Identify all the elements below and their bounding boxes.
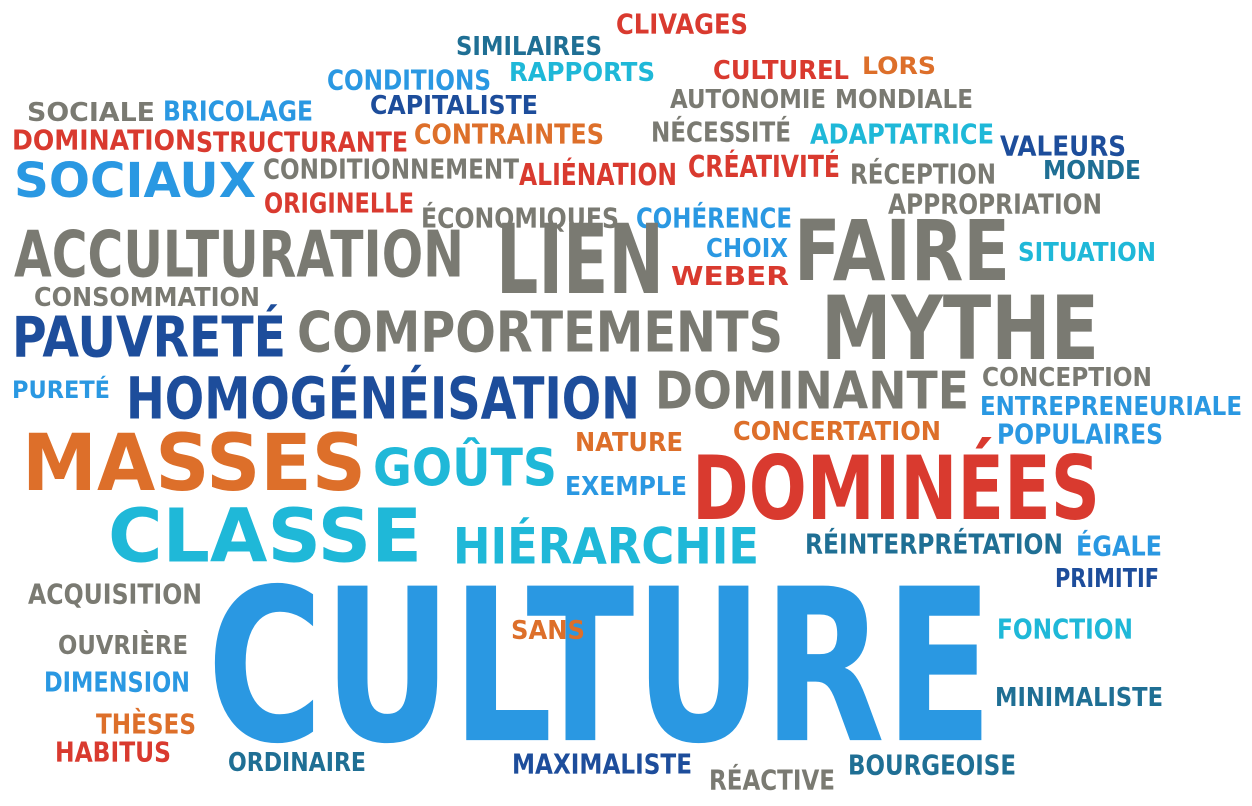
- word-pauvrete: PAUVRETÉ: [12, 305, 286, 370]
- word-weber: WEBER: [671, 261, 789, 292]
- word-sociaux: SOCIAUX: [14, 152, 257, 209]
- word-entrepreneuriale: ENTREPRENEURIALE: [980, 391, 1243, 422]
- word-acculturation: ACCULTURATION: [14, 218, 464, 293]
- word-economiques: ÉCONOMIQUES: [421, 201, 620, 235]
- word-appropriation: APPROPRIATION: [888, 187, 1102, 221]
- word-autonomie: AUTONOMIE: [670, 84, 827, 115]
- word-classe: CLASSE: [108, 493, 422, 580]
- word-originelle: ORIGINELLE: [264, 186, 415, 220]
- word-habitus: HABITUS: [55, 735, 172, 769]
- word-faire: FAIRE: [794, 201, 1010, 300]
- word-acquisition: ACQUISITION: [28, 577, 203, 611]
- word-masses: MASSES: [22, 418, 366, 510]
- word-minimaliste: MINIMALISTE: [995, 682, 1164, 713]
- word-exemple: EXEMPLE: [565, 471, 687, 502]
- word-contraintes: CONTRAINTES: [414, 117, 605, 151]
- word-nature: NATURE: [575, 427, 684, 458]
- word-culturel: CULTUREL: [713, 55, 850, 86]
- word-ordinaire: ORDINAIRE: [228, 747, 366, 778]
- word-coherence: COHÉRENCE: [636, 201, 792, 235]
- word-alienation: ALIÉNATION: [519, 158, 678, 193]
- word-homogeneisation: HOMOGÉNÉISATION: [126, 364, 640, 433]
- word-dimension: DIMENSION: [44, 665, 190, 699]
- word-similaires: SIMILAIRES: [456, 31, 602, 62]
- word-necessite: NÉCESSITÉ: [651, 115, 792, 149]
- word-monde: MONDE: [1043, 155, 1142, 186]
- word-ouvriere: OUVRIÈRE: [58, 630, 188, 661]
- word-hierarchie: HIÉRARCHIE: [453, 517, 760, 577]
- word-bourgeoise: BOURGEOISE: [848, 748, 1016, 782]
- word-rapports: RAPPORTS: [509, 57, 656, 88]
- word-comportements: COMPORTEMENTS: [297, 300, 784, 365]
- word-lien: LIEN: [496, 204, 664, 317]
- word-conditions: CONDITIONS: [327, 63, 492, 97]
- word-valeurs: VALEURS: [1000, 129, 1127, 163]
- word-conception: CONCEPTION: [982, 362, 1153, 393]
- word-maximaliste: MAXIMALISTE: [512, 747, 693, 781]
- word-conditionnement: CONDITIONNEMENT: [263, 152, 520, 186]
- word-concertation: CONCERTATION: [733, 416, 941, 447]
- word-gouts: GOÛTS: [373, 437, 558, 498]
- word-bricolage: BRICOLAGE: [163, 94, 313, 128]
- word-reception: RÉCEPTION: [850, 157, 996, 191]
- word-reinterpretation: RÉINTERPRÉTATION: [805, 527, 1064, 561]
- word-primitif: PRIMITIF: [1055, 563, 1159, 594]
- word-consommation: CONSOMMATION: [34, 282, 260, 313]
- word-sociale: SOCIALE: [27, 97, 155, 128]
- word-dominees: DOMINÉES: [692, 437, 1100, 541]
- word-theses: THÈSES: [96, 707, 197, 741]
- word-structurante: STRUCTURANTE: [196, 125, 409, 159]
- word-choix: CHOIX: [706, 233, 788, 264]
- word-dominante: DOMINANTE: [655, 360, 970, 421]
- word-culture: CULTURE: [207, 543, 993, 791]
- word-situation: SITUATION: [1018, 237, 1157, 268]
- word-lors: LORS: [862, 51, 937, 80]
- word-creativite: CRÉATIVITÉ: [688, 150, 840, 185]
- word-capitaliste: CAPITALISTE: [370, 90, 539, 121]
- word-domination: DOMINATION: [12, 123, 197, 157]
- word-reactive: RÉACTIVE: [709, 763, 835, 797]
- word-adaptatrice: ADAPTATRICE: [810, 117, 994, 151]
- word-purete: PURETÉ: [12, 375, 110, 404]
- word-mondiale: MONDIALE: [835, 84, 974, 115]
- word-populaires: POPULAIRES: [997, 417, 1164, 451]
- word-sans: SANS: [511, 615, 585, 646]
- word-clivages: CLIVAGES: [616, 7, 748, 41]
- word-mythe: MYTHE: [821, 277, 1100, 381]
- word-fonction: FONCTION: [997, 612, 1134, 646]
- word-egale: ÉGALE: [1076, 529, 1163, 563]
